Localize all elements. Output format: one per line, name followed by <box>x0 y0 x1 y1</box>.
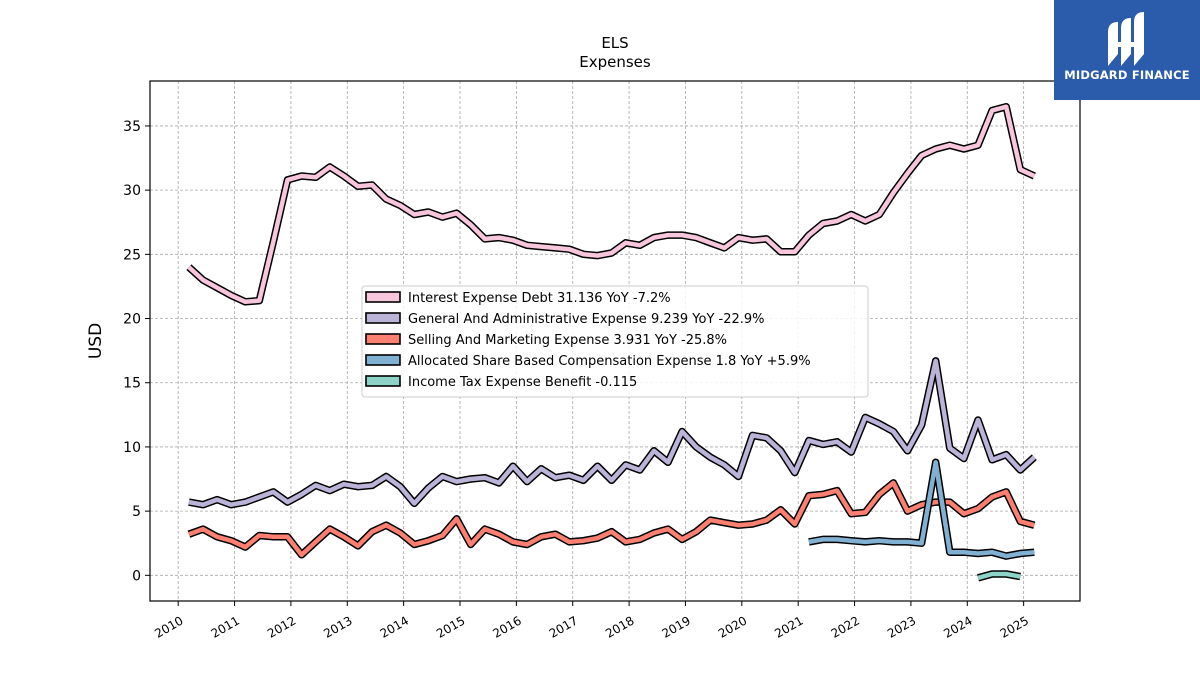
logo-text: MIDGARD FINANCE <box>1064 68 1190 82</box>
logo-mark-icon <box>1108 12 1144 66</box>
legend-swatch <box>365 291 401 303</box>
y-tick-label: 15 <box>123 376 141 392</box>
legend-swatch <box>365 312 401 324</box>
series-line <box>188 480 1035 558</box>
x-tick-label: 2020 <box>716 613 749 640</box>
x-tick-label: 2018 <box>603 613 636 640</box>
legend-label: Interest Expense Debt 31.136 YoY -7.2% <box>408 291 671 306</box>
x-tick-label: 2015 <box>434 613 467 640</box>
legend-swatch <box>365 375 401 387</box>
legend-label: Income Tax Expense Benefit -0.115 <box>408 375 637 390</box>
x-tick-label: 2021 <box>772 613 805 640</box>
x-tick-label: 2019 <box>660 613 693 640</box>
x-tick-label: 2025 <box>998 613 1031 640</box>
series-line <box>187 104 1036 305</box>
x-tick-label: 2017 <box>547 613 580 640</box>
x-tick-label: 2010 <box>152 613 185 640</box>
y-tick-label: 10 <box>123 440 141 456</box>
legend-swatch <box>365 354 401 366</box>
y-tick-label: 5 <box>132 504 141 520</box>
legend-label: General And Administrative Expense 9.239… <box>408 312 765 327</box>
y-tick-label: 25 <box>123 247 141 263</box>
x-tick-label: 2012 <box>265 613 298 640</box>
plot-frame <box>149 80 1081 602</box>
legend: Interest Expense Debt 31.136 YoY -7.2% Ge… <box>361 285 869 398</box>
legend-swatch <box>365 333 401 345</box>
y-axis-label: USD <box>86 323 106 359</box>
legend-label: Allocated Share Based Compensation Expen… <box>408 354 811 369</box>
x-tick-label: 2024 <box>941 613 974 640</box>
x-tick-label: 2022 <box>829 613 862 640</box>
y-tick-label: 35 <box>123 119 141 135</box>
chart-subtitle: Expenses <box>579 53 651 71</box>
chart-title: ELS <box>601 34 628 52</box>
series-line <box>808 460 1035 559</box>
x-tick-label: 2016 <box>490 613 523 640</box>
series-line <box>188 358 1036 507</box>
series-outline <box>186 102 1036 306</box>
legend-box <box>361 285 869 398</box>
x-tick-label: 2013 <box>321 613 354 640</box>
series-line <box>977 571 1021 581</box>
y-tick-label: 30 <box>123 183 141 199</box>
series-lines <box>186 102 1037 582</box>
x-tick-label: 2011 <box>209 613 242 640</box>
midgard-finance-logo: MIDGARD FINANCE <box>1054 0 1200 100</box>
legend-label: Selling And Marketing Expense 3.931 YoY … <box>408 333 727 348</box>
x-tick-label: 2023 <box>885 613 918 640</box>
y-tick-label: 20 <box>123 312 141 328</box>
y-tick-label: 0 <box>132 568 141 584</box>
x-tick-label: 2014 <box>378 613 411 640</box>
